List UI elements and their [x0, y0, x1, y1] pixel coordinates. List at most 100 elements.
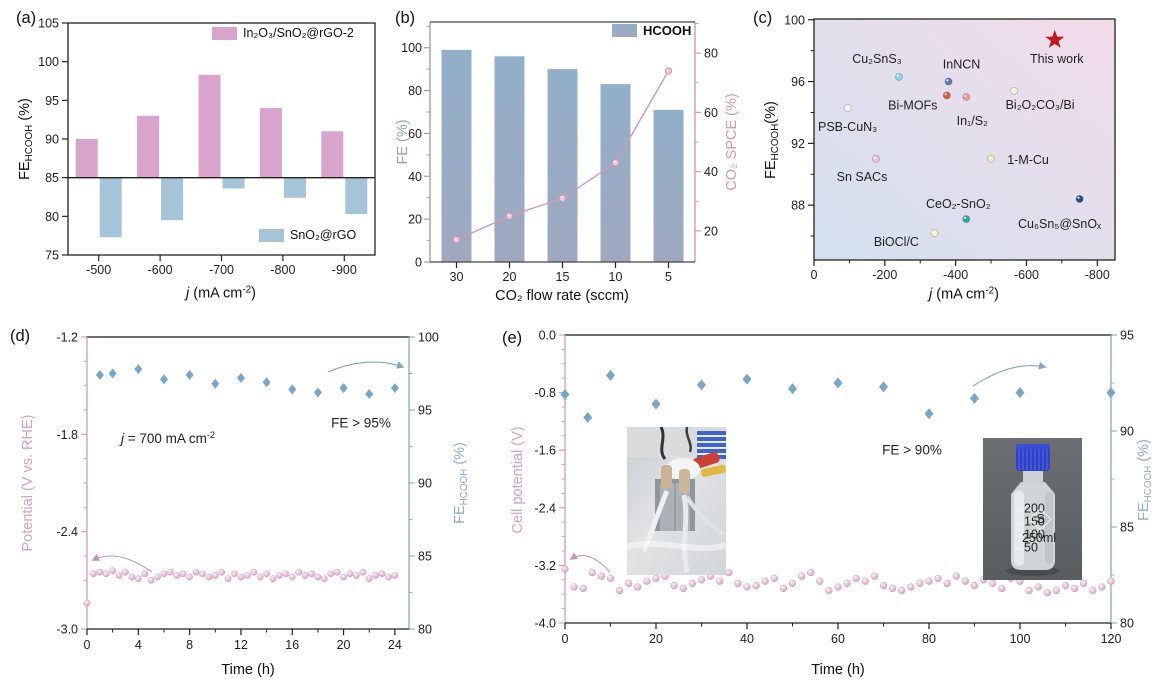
svg-text:Bi₂O₂CO₃/Bi: Bi₂O₂CO₃/Bi [1006, 98, 1075, 112]
svg-text:95: 95 [418, 404, 432, 418]
svg-text:20: 20 [503, 270, 517, 284]
svg-text:8: 8 [186, 638, 193, 652]
legend-a-bottom-swatch [259, 228, 284, 242]
panel-letter-a: (a) [16, 9, 37, 27]
svg-text:12: 12 [234, 638, 248, 652]
svg-text:0.0: 0.0 [539, 329, 556, 343]
y-axis-label-d-right: FEHCOOH (%) [451, 442, 471, 524]
scatter-chart-c: Cu₂SnS₃ InNCN Bi-MOFs In₁/S₂ Bi₂O₂CO₃/Bi PSB-… [784, 13, 1116, 282]
panel-d: -1.2 -1.8 -2.4 -3.0 80 85 90 95 100 0 4 8 12 16 20 24 (… [0, 320, 490, 696]
svg-text:95: 95 [45, 94, 59, 108]
svg-text:PSB-CuN₃: PSB-CuN₃ [818, 120, 877, 134]
svg-text:-4.0: -4.0 [534, 617, 556, 631]
svg-text:80: 80 [45, 210, 59, 224]
svg-text:-1.2: -1.2 [56, 331, 78, 345]
x-axis-label-a: j (mA cm-2) [185, 284, 257, 302]
y-axis-label-d-left: Potential (V vs. RHE) [20, 414, 36, 552]
svg-text:40: 40 [740, 632, 754, 646]
svg-text:0: 0 [415, 256, 422, 270]
electrolyzer-photo-art [627, 427, 726, 575]
svg-text:80: 80 [418, 623, 432, 637]
svg-text:20: 20 [408, 213, 422, 227]
bar-line-chart-b: 0 20 40 60 80 100 20 40 60 80 30 20 15 10 5 [401, 21, 718, 284]
x-axis-label-b: CO₂ flow rate (sccm) [495, 288, 629, 304]
y-axis-label-b-left: FE (%) [395, 119, 411, 165]
svg-text:100: 100 [38, 55, 59, 69]
svg-text:This work: This work [1030, 52, 1084, 66]
svg-text:4: 4 [135, 638, 142, 652]
svg-text:0: 0 [84, 638, 91, 652]
svg-text:1-M-Cu: 1-M-Cu [1007, 153, 1049, 167]
y-axis-label-c: FEHCOOH(%) [762, 101, 782, 179]
svg-text:0: 0 [562, 632, 569, 646]
svg-text:85: 85 [1120, 521, 1134, 535]
svg-text:Bi-MOFs: Bi-MOFs [888, 98, 937, 112]
svg-text:92: 92 [791, 137, 805, 151]
svg-text:80: 80 [408, 84, 422, 98]
svg-text:120: 120 [1101, 632, 1122, 646]
panel-letter-c: (c) [753, 9, 773, 27]
svg-text:-500: -500 [86, 263, 111, 277]
svg-text:88: 88 [791, 199, 805, 213]
svg-text:85: 85 [418, 550, 432, 564]
x-axis-label-c: j (mA cm-2) [928, 285, 1000, 303]
svg-text:100: 100 [1010, 632, 1031, 646]
svg-text:30: 30 [450, 270, 464, 284]
legend-a-bottom: SnO₂@rGO [259, 228, 356, 242]
svg-text:90: 90 [1120, 425, 1134, 439]
svg-text:20: 20 [337, 638, 351, 652]
svg-text:105: 105 [38, 17, 59, 31]
svg-text:24: 24 [388, 638, 402, 652]
svg-text:95: 95 [1120, 329, 1134, 343]
svg-text:-3.2: -3.2 [534, 559, 556, 573]
svg-text:80: 80 [1120, 617, 1134, 631]
legend-b: HCOOH [612, 23, 691, 38]
panel-letter-d: (d) [10, 327, 31, 345]
svg-text:-600: -600 [1014, 268, 1039, 282]
svg-text:16: 16 [285, 638, 299, 652]
svg-text:-1.8: -1.8 [56, 428, 78, 442]
svg-text:60: 60 [408, 127, 422, 141]
svg-text:-2.4: -2.4 [56, 525, 78, 539]
svg-text:100: 100 [784, 13, 805, 27]
panel-a: -500 -600 -700 -800 -900 75 80 85 90 95 100 105 (a)… [0, 0, 395, 320]
panel-e: 0.0 -0.8 -1.6 -2.4 -3.2 -4.0 80 85 90 95 0 20 40 60 80… [490, 320, 1159, 696]
svg-text:20: 20 [649, 632, 663, 646]
svg-text:InNCN: InNCN [943, 58, 981, 72]
legend-a-top-swatch [212, 26, 237, 40]
product-bottle-photo: 200 150 100 50 S 250ml [983, 438, 1082, 580]
svg-text:75: 75 [45, 249, 59, 263]
svg-text:-700: -700 [209, 263, 234, 277]
svg-text:-1.6: -1.6 [534, 444, 556, 458]
stability-chart-d: -1.2 -1.8 -2.4 -3.0 80 85 90 95 100 0 4 8 12 16 20 24 [56, 331, 439, 653]
svg-text:100: 100 [401, 41, 422, 55]
svg-text:In₁/S₂: In₁/S₂ [957, 114, 988, 128]
svg-text:-2.4: -2.4 [534, 501, 556, 515]
svg-text:-0.8: -0.8 [534, 386, 556, 400]
legend-b-label: HCOOH [643, 23, 692, 38]
svg-text:-800: -800 [1085, 268, 1110, 282]
svg-text:50: 50 [1024, 541, 1038, 555]
svg-text:96: 96 [791, 75, 805, 89]
panel-b: 0 20 40 60 80 100 20 40 60 80 30 20 15 10 5 (b) FE (%)… [395, 0, 745, 320]
svg-text:90: 90 [418, 477, 432, 491]
svg-text:10: 10 [609, 270, 623, 284]
svg-text:90: 90 [45, 133, 59, 147]
legend-a-bottom-label: SnO₂@rGO [290, 228, 357, 242]
svg-text:150: 150 [1024, 515, 1045, 529]
svg-text:-600: -600 [148, 263, 173, 277]
svg-text:100: 100 [418, 331, 439, 345]
svg-text:20: 20 [704, 224, 718, 238]
y-axis-label-a: FEHCOOH (%) [16, 98, 36, 180]
legend-b-swatch [612, 24, 637, 37]
current-density-annotation: j = 700 mA cm-2 [120, 430, 216, 446]
svg-text:BiOCl/C: BiOCl/C [874, 235, 919, 249]
x-axis-label-e: Time (h) [811, 662, 865, 678]
svg-text:Cu₂SnS₃: Cu₂SnS₃ [852, 52, 902, 66]
fe-annotation-d: FE > 95% [331, 415, 391, 431]
svg-text:40: 40 [408, 170, 422, 184]
y-axis-label-e-right: FEHCOOH (%) [1135, 439, 1155, 521]
svg-text:-900: -900 [332, 263, 357, 277]
stability-chart-e: 0.0 -0.8 -1.6 -2.4 -3.2 -4.0 80 85 90 95 0 20 40 60 80… [534, 329, 1134, 647]
